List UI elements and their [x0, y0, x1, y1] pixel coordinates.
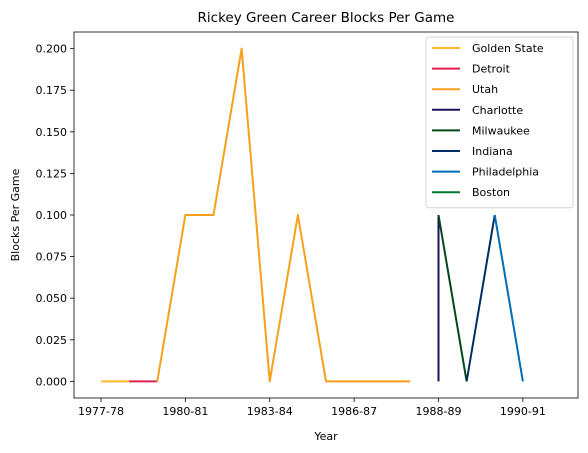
x-tick-label: 1983-84	[247, 405, 293, 418]
legend-label: Detroit	[472, 63, 511, 76]
y-tick-label: 0.200	[36, 43, 68, 56]
legend: Golden State Detroit Utah Charlotte Milwauke…	[425, 36, 574, 209]
series-line-5	[465, 214, 496, 382]
x-tick-label: 1988-89	[416, 405, 462, 418]
y-tick-label: 0.075	[36, 251, 68, 264]
y-tick-label: 0.175	[36, 84, 68, 97]
x-tick-label: 1986-87	[331, 405, 377, 418]
legend-label: Charlotte	[472, 104, 523, 117]
x-tick-label: 1977-78	[78, 405, 124, 418]
y-tick-label: 0.150	[36, 126, 68, 139]
legend-label: Boston	[472, 186, 510, 199]
x-axis-label: Year	[313, 430, 338, 443]
legend-label: Golden State	[472, 42, 544, 55]
legend-label: Milwaukee	[472, 124, 530, 137]
legend-box	[425, 36, 574, 209]
y-axis-label: Blocks Per Game	[9, 168, 22, 261]
y-tick-label: 0.000	[36, 375, 68, 388]
series-line-6	[493, 214, 524, 382]
x-tick-label: 1990-91	[500, 405, 546, 418]
series-line-2	[156, 47, 411, 383]
legend-label: Utah	[472, 83, 498, 96]
plot-area	[73, 31, 579, 399]
series-line-4	[437, 214, 468, 382]
legend-label: Indiana	[472, 145, 513, 158]
y-tick-label: 0.025	[36, 334, 68, 347]
chart-title: Rickey Green Career Blocks Per Game	[198, 10, 455, 26]
x-tick-label: 1980-81	[162, 405, 208, 418]
y-tick-label: 0.050	[36, 292, 68, 305]
y-axis: 0.000 0.025 0.050 0.075 0.100 0.125 0.150 0.175…	[36, 43, 74, 388]
y-tick-label: 0.100	[36, 209, 68, 222]
x-axis: 1977-78 1980-81 1983-84 1986-87 1988-89 1990-…	[78, 398, 546, 418]
y-tick-label: 0.125	[36, 167, 68, 180]
legend-label: Philadelphia	[472, 166, 539, 179]
